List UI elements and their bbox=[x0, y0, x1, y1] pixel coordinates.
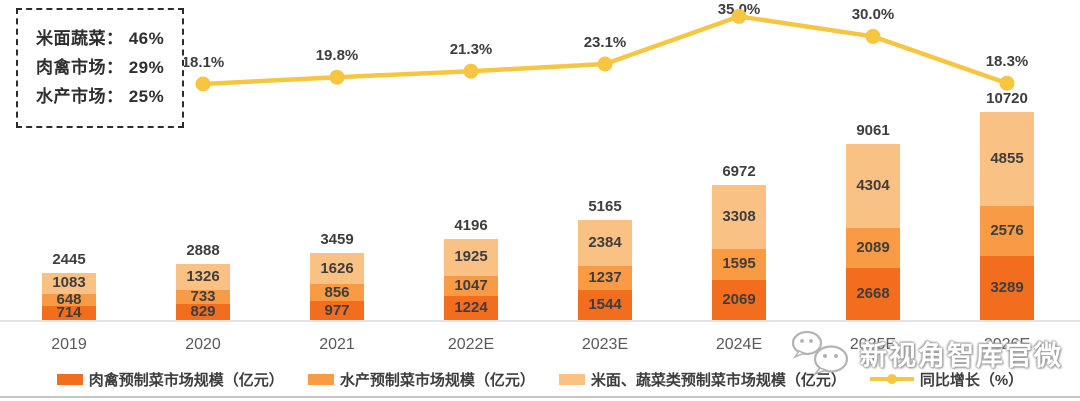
legend-label-rice-veg: 米面、蔬菜类预制菜市场规模（亿元） bbox=[590, 371, 846, 389]
bar-segment bbox=[980, 206, 1034, 257]
bar-segment bbox=[310, 252, 364, 285]
bar-segment-label: 3289 bbox=[990, 279, 1024, 297]
legend-item-aquatic: 水产预制菜市场规模（亿元） bbox=[307, 369, 535, 390]
growth-percent-label: 30.0% bbox=[851, 6, 895, 24]
summary-rice-veg-share: 米面蔬菜： 46% bbox=[36, 29, 165, 48]
bar-total-label: 4196 bbox=[454, 216, 488, 234]
market-share-summary-box: 米面蔬菜： 46% 肉禽市场： 29% 水产市场： 25% bbox=[16, 8, 184, 128]
x-axis-label: 2020 bbox=[185, 336, 221, 353]
growth-percent-label: 18.3% bbox=[985, 53, 1029, 71]
bar-segment bbox=[42, 272, 96, 294]
bar-segment bbox=[846, 268, 900, 320]
bar-segment bbox=[712, 248, 766, 280]
bar-segment-label: 1544 bbox=[588, 296, 622, 314]
wechat-icon bbox=[791, 330, 849, 376]
x-axis-label: 2026E bbox=[983, 336, 1031, 353]
bar-segment bbox=[42, 293, 96, 307]
meat-series-swatch bbox=[56, 373, 83, 385]
bar-segment bbox=[176, 289, 230, 304]
bar-segment-label: 1047 bbox=[454, 277, 488, 295]
bar-segment-label: 1224 bbox=[454, 299, 488, 317]
bar-segment-label: 648 bbox=[56, 290, 82, 308]
legend-item-meat: 肉禽预制菜市场规模（亿元） bbox=[56, 369, 284, 390]
bar-segment-label: 1595 bbox=[722, 255, 756, 273]
bar-segment-label: 2384 bbox=[588, 233, 622, 251]
legend-label-aquatic: 水产预制菜市场规模（亿元） bbox=[339, 371, 535, 389]
bottom-divider bbox=[0, 396, 1080, 398]
bar-segment bbox=[980, 256, 1034, 320]
x-axis-label: 2025E bbox=[849, 336, 897, 353]
bar-segment bbox=[42, 306, 96, 320]
bar-segment bbox=[444, 275, 498, 297]
growth-percent-label: 19.8% bbox=[315, 47, 359, 65]
growth-percent-label: 23.1% bbox=[583, 34, 627, 51]
bar-segment-label: 977 bbox=[324, 301, 350, 319]
bar-segment-label: 2089 bbox=[856, 238, 890, 256]
bar-segment-label: 4304 bbox=[856, 176, 890, 194]
bar-total-label: 3459 bbox=[320, 230, 354, 248]
bar-segment-label: 1925 bbox=[454, 248, 488, 266]
bar-segment bbox=[846, 144, 900, 228]
bar-total-label: 6972 bbox=[722, 162, 756, 180]
bar-segment-label: 1626 bbox=[320, 259, 354, 277]
bar-segment-label: 2668 bbox=[856, 285, 890, 303]
bar-segment-label: 829 bbox=[190, 302, 216, 320]
bar-total-label: 2888 bbox=[186, 241, 220, 259]
bar-segment-label: 1083 bbox=[52, 274, 86, 292]
bar-total-label: 5165 bbox=[588, 197, 622, 215]
rice-veg-series-swatch bbox=[558, 373, 585, 385]
bar-total-label: 9061 bbox=[856, 122, 890, 140]
bar-segment-label: 3308 bbox=[722, 207, 756, 225]
bar-segment bbox=[310, 284, 364, 302]
summary-aquatic-share: 水产市场： 25% bbox=[36, 87, 165, 106]
growth-percent-label: 35.0% bbox=[717, 1, 761, 18]
bar-segment bbox=[310, 301, 364, 320]
legend-item-rice-veg: 米面、蔬菜类预制菜市场规模（亿元） bbox=[558, 369, 846, 390]
bar-segment bbox=[176, 263, 230, 290]
bar-segment bbox=[578, 219, 632, 267]
x-axis-label: 2023E bbox=[581, 336, 629, 353]
watermark-text: 新视角智库官微 bbox=[860, 340, 1063, 371]
bar-segment bbox=[712, 279, 766, 320]
bar-segment bbox=[980, 112, 1034, 207]
bar-segment-label: 714 bbox=[56, 304, 82, 322]
legend-label-growth: 同比增长（%） bbox=[919, 371, 1024, 389]
x-axis-label: 2019 bbox=[51, 336, 87, 353]
bar-segment-label: 4855 bbox=[990, 150, 1024, 168]
watermark: 新视角智库官微 bbox=[790, 330, 1063, 376]
legend-item-growth: 同比增长（%） bbox=[869, 369, 1024, 390]
legend-label-meat: 肉禽预制菜市场规模（亿元） bbox=[88, 371, 284, 389]
bar-segment-label: 733 bbox=[190, 287, 216, 305]
x-axis-label: 2024E bbox=[715, 336, 763, 353]
bar-segment bbox=[578, 290, 632, 320]
bar-segment-label: 2576 bbox=[990, 222, 1024, 240]
bar-segment bbox=[712, 184, 766, 249]
bar-segment bbox=[578, 266, 632, 291]
bar-segment bbox=[444, 296, 498, 320]
bar-segment-label: 1326 bbox=[186, 267, 220, 285]
bar-total-label: 10720 bbox=[986, 90, 1028, 107]
bar-segment-label: 856 bbox=[324, 283, 350, 301]
bar-total-label: 2445 bbox=[52, 250, 86, 268]
aquatic-series-swatch bbox=[307, 373, 334, 385]
x-axis-label: 2022E bbox=[447, 336, 495, 353]
growth-percent-label: 21.3% bbox=[449, 41, 493, 59]
chart-legend: 肉禽预制菜市场规模（亿元） 水产预制菜市场规模（亿元） 米面、蔬菜类预制菜市场规… bbox=[0, 369, 1080, 389]
x-axis-line bbox=[0, 320, 1080, 322]
summary-meat-share: 肉禽市场： 29% bbox=[36, 58, 165, 77]
bar-segment bbox=[846, 227, 900, 269]
growth-line-marker-icon bbox=[869, 374, 914, 384]
bar-segment-label: 1237 bbox=[588, 269, 622, 287]
bar-segment bbox=[444, 238, 498, 276]
bar-segment-label: 2069 bbox=[722, 290, 756, 308]
x-axis-label: 2021 bbox=[319, 336, 355, 353]
bar-segment bbox=[176, 303, 230, 320]
